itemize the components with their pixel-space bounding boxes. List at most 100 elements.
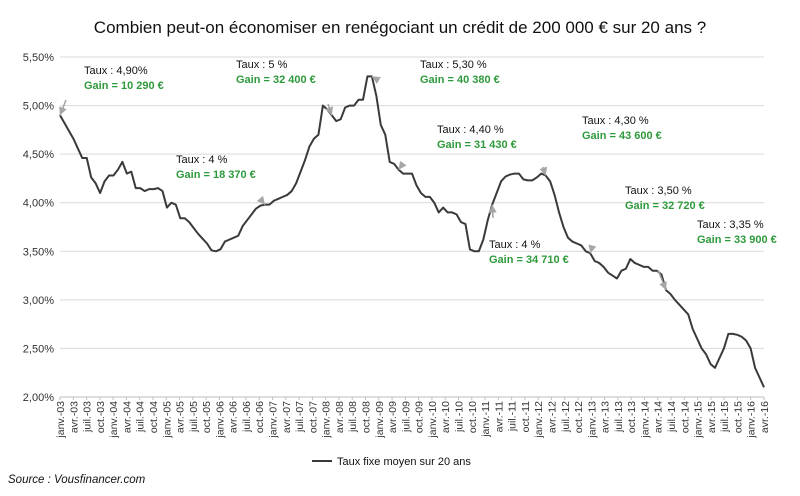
x-tick-label: janv.-09 (374, 401, 386, 439)
x-tick-label: janv.-08 (321, 401, 333, 439)
annotation-taux: Taux : 4 % (489, 239, 541, 251)
x-tick-label: avr.-14 (653, 401, 665, 433)
x-tick-label: oct.-03 (95, 401, 107, 433)
annotation-gain: Gain = 31 430 € (437, 139, 517, 151)
source-note: Source : Vousfinancer.com (8, 474, 146, 486)
x-tick-label: juil.-05 (188, 401, 200, 433)
x-tick-label: juil.-03 (82, 401, 94, 433)
x-tick-label: janv.-06 (214, 401, 226, 439)
x-tick-label: janv.-07 (268, 401, 280, 439)
x-tick-label: oct.-05 (201, 401, 213, 433)
x-tick-label: janv.-13 (586, 401, 598, 439)
x-tick-label: juil.-06 (241, 401, 253, 433)
annotation-arrowhead (371, 76, 381, 84)
x-tick-label: oct.-11 (520, 401, 532, 432)
series-line-group (59, 75, 765, 388)
x-tick-label: avr.-10 (440, 401, 452, 433)
x-tick-label: oct.-10 (467, 401, 479, 433)
annotation-gain: Gain = 32 720 € (625, 200, 705, 212)
x-tick-label: juil.-08 (347, 401, 359, 433)
x-tick-label: oct.-13 (626, 401, 638, 433)
x-tick-label: juil.-09 (400, 401, 412, 433)
x-tick-label: avr.-08 (334, 401, 346, 433)
x-tick-label: janv.-03 (55, 401, 67, 439)
x-tick-label: juil.-15 (719, 401, 731, 433)
legend: Taux fixe moyen sur 20 ans (312, 456, 471, 468)
annotation-arrowhead (659, 281, 667, 291)
x-tick-label: janv.-12 (533, 401, 545, 439)
x-tick-label: avr.-12 (546, 401, 558, 433)
x-tick-label: avr.-06 (228, 401, 240, 433)
y-tick-label: 2,50% (23, 343, 54, 355)
annotation-gain: Gain = 40 380 € (420, 74, 500, 86)
y-tick-label: 5,50% (23, 52, 54, 64)
x-tick-label: oct.-07 (307, 401, 319, 433)
x-tick-label: juil.-12 (560, 401, 572, 433)
y-tick-label: 4,50% (23, 149, 54, 161)
annotation-gain: Gain = 43 600 € (582, 130, 662, 142)
x-tick-label: janv.-16 (746, 401, 758, 439)
x-tick-label: juil.-11 (507, 401, 519, 432)
y-axis: 2,00% 2,50% 3,00% 3,50% 4,00% 4,50% 5,00% 5,50% (23, 52, 54, 404)
annotation-arrowhead (59, 106, 67, 116)
x-tick-label: janv.-04 (108, 401, 120, 439)
annotation-gain: Gain = 32 400 € (236, 74, 316, 86)
x-tick-label: oct.-06 (254, 401, 266, 433)
annotation-arrowhead (588, 244, 597, 254)
annotation-taux: Taux : 4,30 % (582, 115, 649, 127)
y-tick-label: 3,50% (23, 246, 54, 258)
x-tick-label: oct.-12 (573, 401, 585, 433)
x-tick-label: janv.-15 (693, 401, 705, 439)
annotation-arrowhead (398, 160, 407, 170)
legend-label: Taux fixe moyen sur 20 ans (337, 456, 471, 468)
x-tick-label: avr.-09 (387, 401, 399, 433)
x-tick-label: janv.-11 (480, 401, 492, 438)
x-tick-label: avr.-11 (493, 401, 505, 432)
x-tick-label: oct.-08 (361, 401, 373, 433)
x-tick-label: juil.-04 (135, 401, 147, 433)
x-tick-label: avr.-15 (706, 401, 718, 433)
annotation-gain: Gain = 10 290 € (84, 80, 164, 92)
x-tick-label: avr.-07 (281, 401, 293, 433)
annotation-taux: Taux : 4,40 % (437, 124, 504, 136)
annotation-arrowhead (256, 195, 265, 205)
x-tick-label: janv.-14 (639, 401, 651, 439)
y-tick-label: 3,00% (23, 295, 54, 307)
annotation-taux: Taux : 4,90% (84, 65, 148, 77)
y-tick-label: 5,00% (23, 101, 54, 113)
series-line (59, 75, 765, 388)
annotation-gain: Gain = 33 900 € (697, 234, 777, 246)
y-tick-label: 4,00% (23, 198, 54, 210)
annotation-arrowhead (325, 106, 334, 116)
annotation-gain: Gain = 18 370 € (176, 169, 256, 181)
annotation-gain: Gain = 34 710 € (489, 254, 569, 266)
chart-title: Combien peut-on économiser en renégocian… (94, 18, 706, 37)
y-grid (60, 56, 764, 398)
x-tick-label: juil.-14 (666, 401, 678, 433)
x-tick-label: avr.-03 (68, 401, 80, 433)
x-tick-label: oct.-04 (148, 401, 160, 433)
annotations: Taux : 4,90% Gain = 10 290 € Taux : 4 % Gai… (59, 59, 777, 291)
x-tick-label: janv.-05 (161, 401, 173, 439)
x-tick-label: oct.-15 (732, 401, 744, 433)
y-tick-label: 2,00% (23, 392, 54, 404)
annotation-taux: Taux : 4 % (176, 154, 228, 166)
x-tick-label: juil.-10 (453, 401, 465, 433)
x-tick-label: juil.-07 (294, 401, 306, 433)
x-tick-label: avr.-13 (600, 401, 612, 433)
x-tick-label: avr.-05 (175, 401, 187, 433)
annotation-taux: Taux : 3,35 % (697, 219, 764, 231)
annotation-arrowhead (488, 204, 497, 213)
annotation-taux: Taux : 3,50 % (625, 185, 692, 197)
x-tick-label: avr.-04 (121, 401, 133, 433)
annotation-arrowhead (539, 166, 548, 176)
x-tick-label: oct.-09 (414, 401, 426, 433)
x-tick-label: juil.-13 (613, 401, 625, 433)
x-tick-label: oct.-14 (679, 401, 691, 433)
annotation-taux: Taux : 5,30 % (420, 59, 487, 71)
annotation-taux: Taux : 5 % (236, 59, 288, 71)
x-axis: janv.-03 avr.-03 juil.-03 oct.-03 janv.-04 av… (55, 396, 771, 439)
x-tick-label: janv.-10 (427, 401, 439, 439)
x-tick-label: avr.-16 (759, 401, 771, 433)
